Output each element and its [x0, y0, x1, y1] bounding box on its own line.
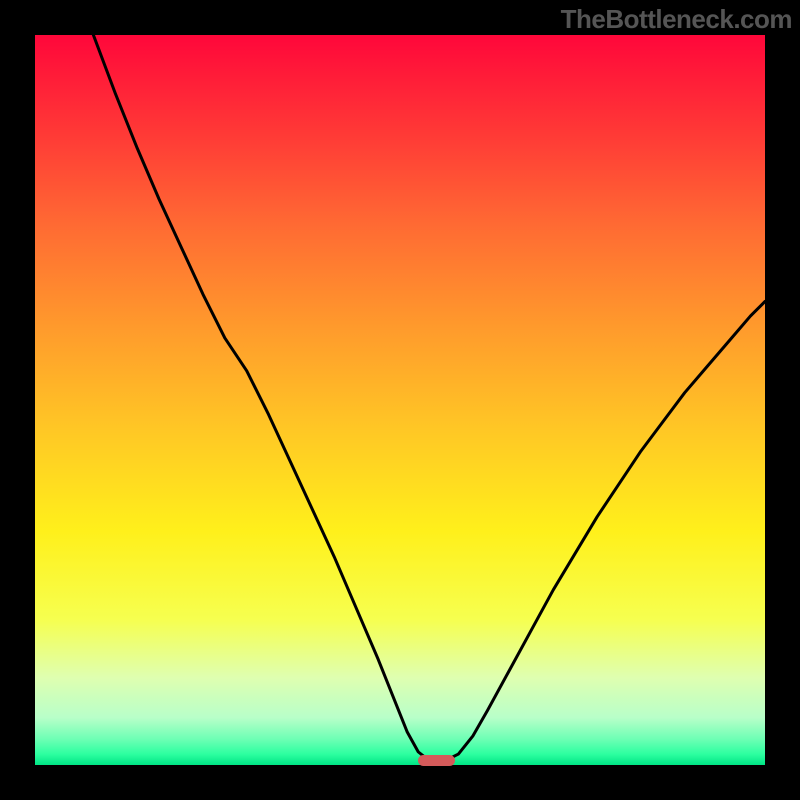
plot-area [35, 35, 765, 765]
chart-container: TheBottleneck.com [0, 0, 800, 800]
watermark-text: TheBottleneck.com [561, 4, 792, 35]
minimum-marker [418, 755, 455, 766]
curve-line [35, 35, 765, 765]
